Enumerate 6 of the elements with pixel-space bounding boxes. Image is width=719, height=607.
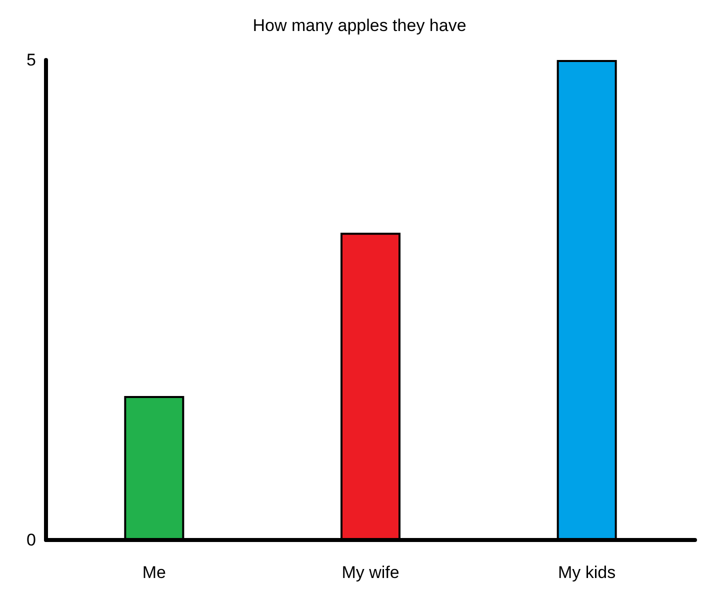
x-tick-label: My kids [558, 563, 616, 582]
y-tick-label: 5 [26, 50, 36, 70]
y-tick-label: 0 [26, 530, 36, 550]
x-tick-label: Me [142, 563, 166, 582]
x-tick-label: My wife [342, 563, 400, 582]
chart-title: How many apples they have [252, 16, 466, 35]
